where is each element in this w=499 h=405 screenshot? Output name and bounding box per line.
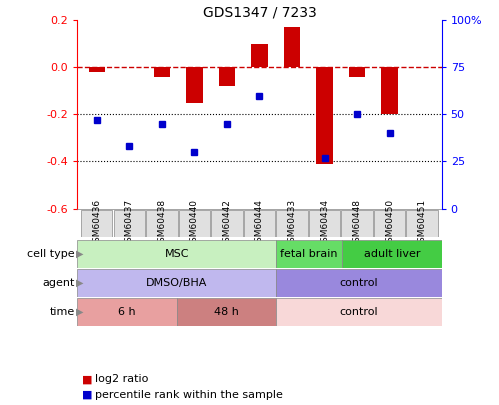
Text: ■: ■ xyxy=(82,390,93,400)
Bar xyxy=(186,67,203,102)
FancyBboxPatch shape xyxy=(177,298,276,326)
Text: adult liver: adult liver xyxy=(364,249,420,259)
Bar xyxy=(349,67,365,77)
Text: GSM60434: GSM60434 xyxy=(320,199,329,248)
Title: GDS1347 / 7233: GDS1347 / 7233 xyxy=(203,5,316,19)
FancyBboxPatch shape xyxy=(114,210,145,237)
Text: ▶: ▶ xyxy=(76,307,84,317)
FancyBboxPatch shape xyxy=(212,210,243,237)
Text: GSM60444: GSM60444 xyxy=(255,199,264,248)
Text: control: control xyxy=(339,307,378,317)
Bar xyxy=(381,67,398,115)
Bar xyxy=(219,67,235,86)
FancyBboxPatch shape xyxy=(374,210,405,237)
FancyBboxPatch shape xyxy=(81,210,112,237)
FancyBboxPatch shape xyxy=(276,269,442,297)
Bar xyxy=(89,67,105,72)
Text: GSM60436: GSM60436 xyxy=(92,199,101,248)
FancyBboxPatch shape xyxy=(276,298,442,326)
Text: log2 ratio: log2 ratio xyxy=(95,375,148,384)
Bar xyxy=(154,67,170,77)
FancyBboxPatch shape xyxy=(309,210,340,237)
Text: ▶: ▶ xyxy=(76,278,84,288)
Text: ▶: ▶ xyxy=(76,249,84,259)
FancyBboxPatch shape xyxy=(341,210,373,237)
Text: agent: agent xyxy=(42,278,75,288)
Bar xyxy=(316,67,333,164)
Text: GSM60438: GSM60438 xyxy=(157,199,166,248)
Text: GSM60433: GSM60433 xyxy=(287,199,296,248)
Text: GSM60451: GSM60451 xyxy=(418,199,427,248)
Text: control: control xyxy=(339,278,378,288)
Text: GSM60442: GSM60442 xyxy=(223,199,232,248)
FancyBboxPatch shape xyxy=(146,210,178,237)
Text: 48 h: 48 h xyxy=(214,307,239,317)
Text: GSM60437: GSM60437 xyxy=(125,199,134,248)
FancyBboxPatch shape xyxy=(77,269,276,297)
FancyBboxPatch shape xyxy=(179,210,210,237)
Text: GSM60440: GSM60440 xyxy=(190,199,199,248)
Text: GSM60450: GSM60450 xyxy=(385,199,394,248)
FancyBboxPatch shape xyxy=(342,240,442,268)
FancyBboxPatch shape xyxy=(77,240,276,268)
Text: ■: ■ xyxy=(82,375,93,384)
Text: fetal brain: fetal brain xyxy=(280,249,338,259)
Text: GSM60448: GSM60448 xyxy=(353,199,362,248)
FancyBboxPatch shape xyxy=(276,240,342,268)
Bar xyxy=(251,44,267,67)
Text: MSC: MSC xyxy=(165,249,189,259)
Text: cell type: cell type xyxy=(27,249,75,259)
Text: time: time xyxy=(49,307,75,317)
FancyBboxPatch shape xyxy=(407,210,438,237)
FancyBboxPatch shape xyxy=(77,298,177,326)
FancyBboxPatch shape xyxy=(244,210,275,237)
FancyBboxPatch shape xyxy=(276,210,307,237)
Text: percentile rank within the sample: percentile rank within the sample xyxy=(95,390,283,400)
Text: 6 h: 6 h xyxy=(118,307,136,317)
Bar xyxy=(284,27,300,67)
Text: DMSO/BHA: DMSO/BHA xyxy=(146,278,208,288)
